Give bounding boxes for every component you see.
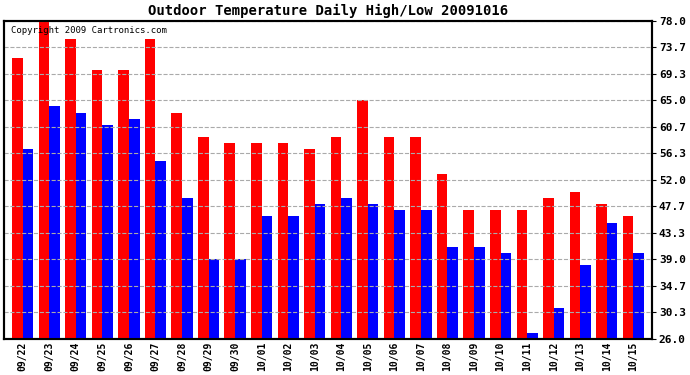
Bar (235, 259, 246, 339)
Bar (421, 210, 431, 339)
Bar (357, 100, 368, 339)
Bar (527, 333, 538, 339)
Bar (39, 21, 49, 339)
Bar (277, 143, 288, 339)
Bar (607, 222, 618, 339)
Bar (395, 210, 405, 339)
Bar (490, 210, 500, 339)
Title: Outdoor Temperature Daily High/Low 20091016: Outdoor Temperature Daily High/Low 20091… (148, 4, 508, 18)
Bar (224, 143, 235, 339)
Bar (208, 259, 219, 339)
Bar (118, 70, 129, 339)
Bar (12, 57, 23, 339)
Bar (23, 149, 33, 339)
Bar (411, 137, 421, 339)
Bar (500, 253, 511, 339)
Bar (155, 162, 166, 339)
Bar (633, 253, 644, 339)
Bar (448, 247, 458, 339)
Text: Copyright 2009 Cartronics.com: Copyright 2009 Cartronics.com (10, 26, 166, 34)
Bar (182, 198, 193, 339)
Bar (145, 39, 155, 339)
Bar (580, 266, 591, 339)
Bar (437, 174, 448, 339)
Bar (171, 112, 182, 339)
Bar (76, 112, 86, 339)
Bar (129, 118, 139, 339)
Bar (66, 39, 76, 339)
Bar (251, 143, 262, 339)
Bar (384, 137, 395, 339)
Bar (288, 216, 299, 339)
Bar (315, 204, 326, 339)
Bar (304, 149, 315, 339)
Bar (596, 204, 607, 339)
Bar (622, 216, 633, 339)
Bar (543, 198, 553, 339)
Bar (49, 106, 60, 339)
Bar (102, 125, 113, 339)
Bar (464, 210, 474, 339)
Bar (368, 204, 379, 339)
Bar (517, 210, 527, 339)
Bar (570, 192, 580, 339)
Bar (553, 308, 564, 339)
Bar (342, 198, 352, 339)
Bar (262, 216, 273, 339)
Bar (474, 247, 484, 339)
Bar (92, 70, 102, 339)
Bar (198, 137, 208, 339)
Bar (331, 137, 342, 339)
